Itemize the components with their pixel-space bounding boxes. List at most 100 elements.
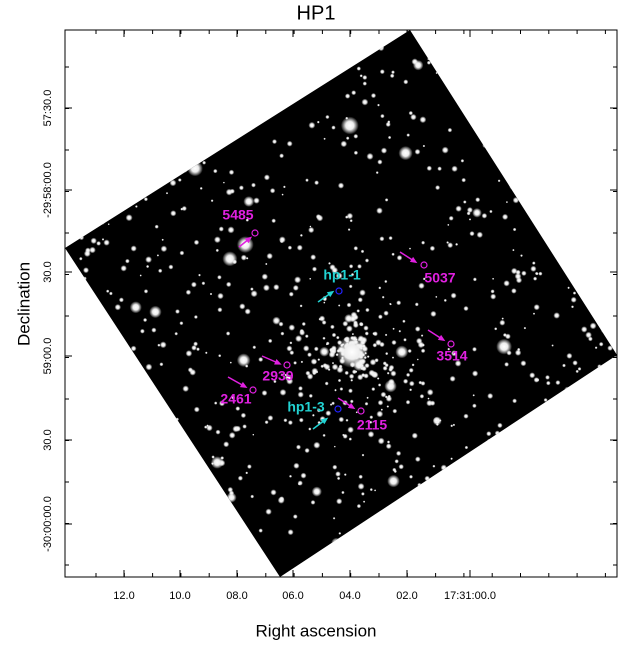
star <box>606 548 609 551</box>
star <box>194 469 200 476</box>
star <box>552 147 557 152</box>
star <box>364 401 369 406</box>
star <box>193 341 199 347</box>
star <box>162 82 165 86</box>
star <box>324 381 329 386</box>
star <box>103 239 110 246</box>
star <box>447 347 451 351</box>
star <box>571 412 580 421</box>
star <box>338 304 341 307</box>
star <box>95 119 101 125</box>
star <box>382 365 388 371</box>
star <box>613 503 616 506</box>
star <box>426 60 431 65</box>
star <box>588 143 596 150</box>
star <box>367 568 372 574</box>
star <box>86 550 94 557</box>
star <box>93 481 99 487</box>
annotation-label: hp1-3 <box>287 399 325 415</box>
star <box>279 389 287 396</box>
star <box>263 284 270 292</box>
star <box>382 361 387 366</box>
star <box>376 410 384 418</box>
star <box>378 286 382 290</box>
star <box>143 317 148 323</box>
star <box>466 207 473 213</box>
star <box>213 100 220 107</box>
star <box>117 106 120 110</box>
star <box>159 341 167 349</box>
star <box>218 354 222 358</box>
star <box>273 96 279 101</box>
star <box>231 56 235 60</box>
star <box>419 116 427 124</box>
star <box>544 114 550 120</box>
x-tick-label: 08.0 <box>226 590 247 602</box>
star <box>571 305 574 309</box>
star <box>520 360 527 367</box>
star <box>385 352 389 356</box>
star <box>299 233 303 237</box>
star <box>581 293 591 303</box>
star <box>315 214 322 220</box>
star <box>267 103 270 106</box>
star <box>374 538 380 545</box>
star <box>333 445 336 448</box>
star <box>146 502 150 506</box>
star <box>297 391 304 398</box>
y-tick-label: 30.0 <box>42 429 54 450</box>
star <box>525 152 531 157</box>
star <box>156 254 160 257</box>
star <box>448 215 454 221</box>
star <box>504 362 509 367</box>
star <box>540 142 544 146</box>
star <box>312 371 317 376</box>
star <box>332 464 338 470</box>
star <box>391 252 395 256</box>
star <box>320 364 325 369</box>
star <box>502 213 509 220</box>
star <box>286 34 292 40</box>
star <box>497 179 501 183</box>
star <box>475 70 478 73</box>
star <box>193 406 200 413</box>
star <box>377 103 380 107</box>
star <box>179 250 185 256</box>
star <box>526 101 531 106</box>
star <box>310 254 317 261</box>
star <box>408 110 413 116</box>
star <box>332 517 336 520</box>
star <box>391 339 397 346</box>
star <box>420 348 426 354</box>
star <box>377 437 385 445</box>
star <box>104 464 108 469</box>
star <box>96 241 101 246</box>
star <box>381 546 387 552</box>
star <box>451 350 458 357</box>
star <box>384 279 388 284</box>
star <box>447 127 453 133</box>
star <box>245 218 249 222</box>
star <box>82 276 87 281</box>
star <box>418 282 425 289</box>
star <box>87 503 94 509</box>
star <box>165 78 169 82</box>
star <box>362 500 366 503</box>
star <box>269 188 276 194</box>
star <box>283 185 286 189</box>
star <box>272 139 277 145</box>
star <box>597 480 602 484</box>
star <box>408 247 412 250</box>
star <box>558 144 562 148</box>
star <box>337 182 345 189</box>
star <box>547 213 555 221</box>
star <box>362 81 367 86</box>
star <box>605 528 617 544</box>
star <box>427 57 430 61</box>
star <box>173 103 178 108</box>
star <box>147 423 153 428</box>
star <box>440 60 447 68</box>
star <box>235 406 241 411</box>
target-marker <box>249 386 257 394</box>
star <box>513 36 518 42</box>
